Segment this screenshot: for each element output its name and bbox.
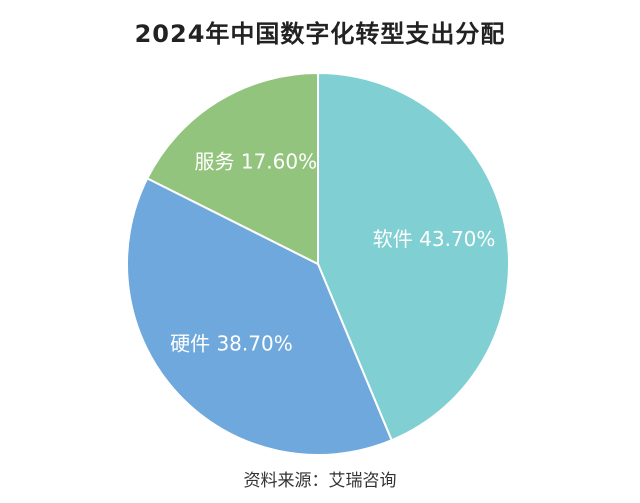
pie-labels: 软件 43.70% 硬件 38.70% 服务 17.60% xyxy=(170,150,495,356)
pie-slice-1 xyxy=(126,177,393,456)
chart-title: 2024年中国数字化转型支出分配 xyxy=(134,20,506,48)
slice-label-0: 软件 43.70% xyxy=(373,227,496,251)
pie-slices xyxy=(126,71,510,456)
pie-slice-0 xyxy=(317,71,510,442)
source-note: 资料来源：艾瑞咨询 xyxy=(243,471,397,491)
slice-label-1: 硬件 38.70% xyxy=(170,331,293,355)
pie-slice-2 xyxy=(145,71,319,266)
slice-label-2: 服务 17.60% xyxy=(194,150,317,174)
